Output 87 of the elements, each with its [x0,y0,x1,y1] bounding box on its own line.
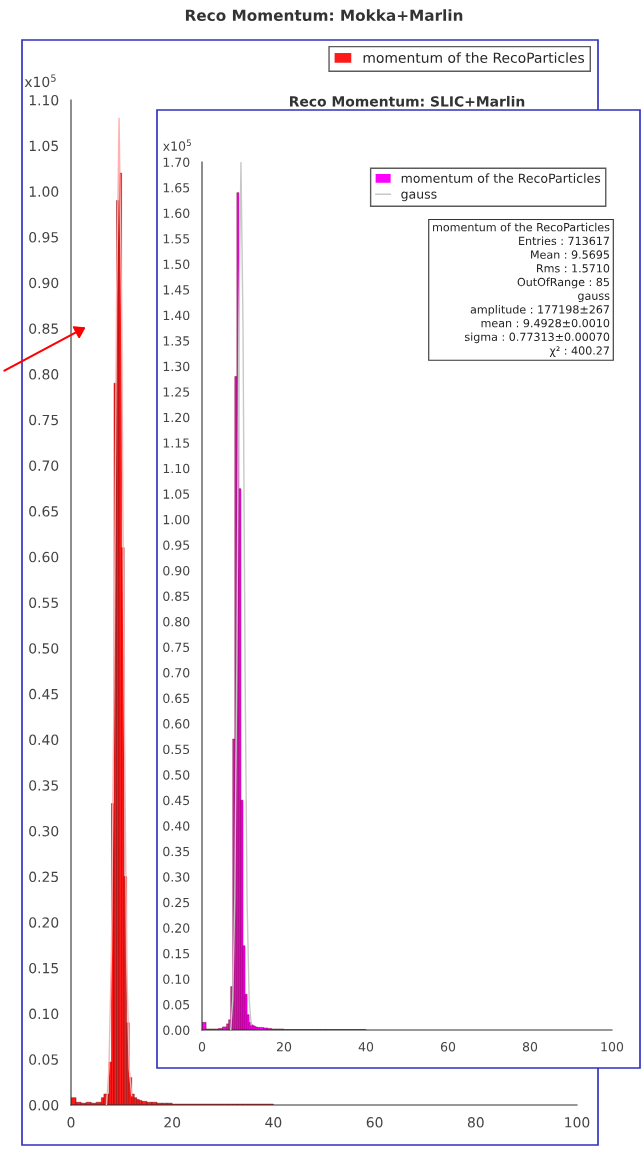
y-tick-label: 0.85 [29,323,58,334]
y-tick-label: 0.15 [29,962,58,974]
y-tick-label: 1.10 [29,94,59,106]
y-tick-label: 1.10 [163,463,190,474]
y-axis-title: x10$^{5}$ [24,74,56,88]
annotation: sigma : 0.77313±0.00070 [464,332,610,344]
y-tick-label: 0.00 [163,1025,190,1035]
annotation: gauss [578,293,610,303]
annotation: momentum of the RecoParticles [433,222,610,232]
x-tick-label: 0 [67,1117,75,1128]
y-tick-label: 0.15 [163,948,190,959]
y-tick-label: 1.05 [163,489,190,499]
x-tick-label: 40 [265,1117,282,1128]
y-tick-label: 0.65 [29,506,58,517]
y-tick-label: 0.20 [163,923,190,933]
y-tick-label: 0.40 [163,821,190,831]
y-tick-label: 0.80 [163,617,190,627]
x-tick-label: 20 [164,1117,181,1128]
annotation: mean : 9.4928±0.0010 [481,318,610,328]
y-tick-label: 1.40 [163,310,190,321]
y-tick-label: 0.85 [163,591,190,601]
y-tick-label: 0.65 [163,693,190,704]
y-tick-label: 1.15 [163,438,190,448]
y-tick-label: 0.45 [29,688,58,700]
y-tick-label: 1.70 [163,157,190,167]
y-tick-label: 0.55 [163,744,190,755]
y-tick-label: 1.00 [163,514,190,525]
x-tick-label: 100 [601,1042,624,1052]
y-tick-label: 0.10 [29,1008,59,1020]
x-tick-label: 60 [366,1117,383,1128]
y-tick-label: 0.95 [29,232,58,243]
y-tick-label: 0.35 [29,780,58,791]
y-tick-label: 0.35 [163,846,190,857]
y-tick-label: 1.60 [163,208,190,218]
x-tick-label: 60 [440,1042,456,1052]
y-tick-label: 0.40 [29,734,59,746]
y-tick-label: 1.35 [163,336,190,346]
annotation: Mean : 9.5695 [531,250,609,259]
y-tick-label: 1.00 [29,186,59,197]
chart-title: Reco Momentum: Mokka+Marlin [185,9,463,22]
legend-label: momentum of the RecoParticles [363,52,585,63]
y-axis-title: x10$^{5}$ [163,139,191,151]
annotation: amplitude : 177198±267 [470,305,609,316]
annotation: OutOfRange : 85 [517,277,609,289]
x-tick-label: 80 [467,1117,484,1128]
y-tick-label: 0.05 [29,1054,58,1065]
y-tick-label: 0.60 [163,719,190,729]
y-tick-label: 0.75 [29,414,58,426]
y-tick-label: 0.80 [29,369,59,380]
y-tick-label: 0.75 [163,642,190,652]
y-tick-label: 1.30 [163,361,190,372]
y-tick-label: 0.05 [163,999,190,1010]
y-tick-label: 1.55 [163,234,190,244]
annotation: χ² : 400.27 [549,346,609,357]
y-tick-label: 1.65 [163,183,190,193]
legend-label: momentum of the RecoParticles [401,173,601,183]
y-tick-label: 1.25 [163,387,190,397]
chart-title: Reco Momentum: SLIC+Marlin [290,95,525,107]
annotation: Rms : 1.5710 [537,264,610,273]
y-tick-label: 0.20 [29,917,59,928]
y-tick-label: 0.45 [163,795,190,806]
y-tick-label: 0.90 [163,565,190,576]
x-tick-label: 40 [358,1042,374,1052]
y-tick-label: 1.05 [29,140,58,152]
annotation: Entries : 713617 [519,236,609,246]
y-tick-label: 0.30 [29,825,59,837]
y-tick-label: 0.55 [29,597,58,608]
y-tick-label: 0.70 [29,460,59,471]
y-tick-label: 1.50 [163,259,190,270]
y-tick-label: 0.50 [29,643,59,654]
y-tick-label: 1.45 [163,285,190,295]
x-tick-label: 20 [276,1042,292,1052]
y-tick-label: 0.25 [29,871,58,883]
x-tick-label: 100 [565,1117,590,1128]
y-tick-label: 0.50 [163,770,190,780]
legend-label: gauss [401,191,437,202]
y-tick-label: 1.20 [163,412,190,423]
y-tick-label: 0.60 [29,551,59,563]
y-tick-label: 0.70 [163,668,190,678]
x-tick-label: 80 [522,1042,538,1052]
y-tick-label: 0.90 [29,277,59,289]
y-tick-label: 0.10 [163,974,190,984]
y-tick-label: 0.95 [163,540,190,550]
y-tick-label: 0.00 [29,1099,59,1111]
x-tick-label: 0 [198,1042,206,1052]
y-tick-label: 0.30 [163,872,190,882]
y-tick-label: 0.25 [163,897,190,908]
